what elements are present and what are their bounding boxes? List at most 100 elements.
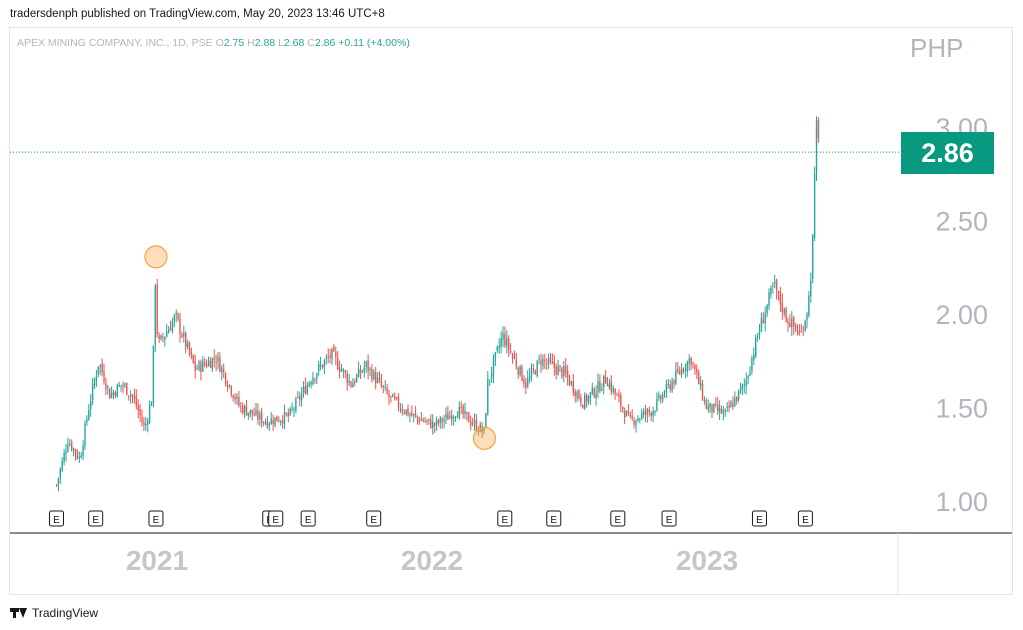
candle: [354, 378, 356, 387]
candle-body: [794, 325, 797, 329]
candle: [717, 396, 719, 416]
candle-body: [785, 308, 787, 322]
earnings-marker[interactable]: E: [610, 510, 626, 527]
candle-body: [506, 338, 508, 347]
candle-body: [122, 384, 124, 386]
candle-body: [67, 444, 69, 452]
candle-body: [701, 384, 704, 400]
earnings-marker[interactable]: E: [268, 510, 284, 527]
earnings-marker[interactable]: E: [661, 510, 677, 527]
candle-body: [369, 368, 371, 370]
candle: [768, 288, 770, 310]
candle-body: [779, 291, 782, 305]
candle-body: [318, 364, 320, 372]
price-tick-label: 1.50: [935, 394, 988, 424]
candle-body: [259, 413, 261, 420]
candle-body: [207, 360, 210, 366]
candle: [772, 282, 774, 294]
candle-body: [169, 328, 172, 331]
low-value: 2.68: [283, 37, 305, 49]
candle-body: [420, 419, 423, 421]
earnings-marker-label: E: [153, 515, 160, 526]
candle: [477, 426, 480, 436]
candle-body: [314, 378, 316, 380]
candle: [810, 272, 812, 303]
candle: [365, 360, 367, 374]
candle: [785, 306, 787, 323]
earnings-marker[interactable]: E: [546, 510, 562, 527]
earnings-marker[interactable]: E: [49, 510, 65, 527]
candle-body: [236, 396, 238, 399]
candle: [230, 385, 233, 398]
candle: [392, 393, 394, 398]
candle: [167, 325, 170, 334]
candle: [675, 362, 677, 386]
candle: [126, 382, 128, 396]
footer-brand-label: TradingView: [32, 606, 99, 620]
earnings-marker[interactable]: E: [88, 510, 104, 527]
candle: [812, 233, 814, 284]
candle-body: [365, 361, 367, 367]
candle: [312, 371, 314, 386]
candle-body: [373, 371, 375, 380]
candle-body: [302, 386, 305, 393]
earnings-marker-label: E: [53, 515, 60, 526]
candle: [770, 285, 772, 299]
candle-body: [508, 338, 510, 350]
candle: [789, 314, 791, 328]
candle-body: [183, 332, 185, 337]
earnings-marker-label: E: [802, 515, 809, 526]
candle-body: [297, 396, 299, 398]
candle-body: [787, 321, 789, 324]
earnings-marker-label: E: [501, 515, 508, 526]
candle: [386, 384, 388, 395]
candle-body: [559, 365, 561, 367]
candle: [576, 389, 578, 403]
candle: [156, 278, 158, 338]
earnings-marker[interactable]: E: [497, 510, 513, 527]
candle: [578, 388, 580, 401]
candle: [323, 358, 326, 375]
candle: [517, 366, 519, 379]
candle: [420, 411, 423, 421]
candle-body: [471, 423, 474, 425]
candle-body: [114, 392, 117, 396]
candle: [618, 389, 620, 403]
earnings-marker[interactable]: E: [148, 510, 164, 527]
candle: [760, 312, 763, 333]
candle: [620, 392, 622, 413]
candle-body: [528, 376, 531, 380]
earnings-marker[interactable]: E: [751, 510, 767, 527]
candle: [470, 415, 472, 431]
candle: [734, 391, 736, 408]
open-value: 2.75: [223, 37, 245, 49]
earnings-marker-box: [751, 510, 767, 527]
candle-body: [768, 292, 770, 306]
earnings-marker[interactable]: E: [797, 510, 813, 527]
candle-body: [181, 334, 183, 337]
candle-body: [403, 412, 405, 414]
candle-body: [433, 423, 436, 426]
candle-body: [466, 411, 468, 414]
earnings-marker[interactable]: E: [366, 510, 382, 527]
candle-body: [394, 396, 396, 399]
candle: [395, 396, 398, 401]
candle: [494, 351, 497, 367]
candle: [90, 394, 92, 417]
candle-body: [563, 366, 565, 376]
candle-body: [342, 369, 345, 372]
candle-body: [500, 338, 502, 348]
earnings-marker[interactable]: E: [300, 510, 316, 527]
candle: [373, 368, 375, 381]
candle-body: [167, 329, 170, 334]
candle-body: [458, 406, 461, 419]
candle-body: [553, 361, 556, 368]
candle: [255, 402, 257, 417]
candle-body: [439, 417, 442, 423]
candle: [781, 293, 784, 321]
candle: [587, 394, 590, 405]
candle: [148, 400, 151, 425]
footer-brand[interactable]: TradingView: [10, 606, 98, 620]
candle: [261, 407, 263, 428]
